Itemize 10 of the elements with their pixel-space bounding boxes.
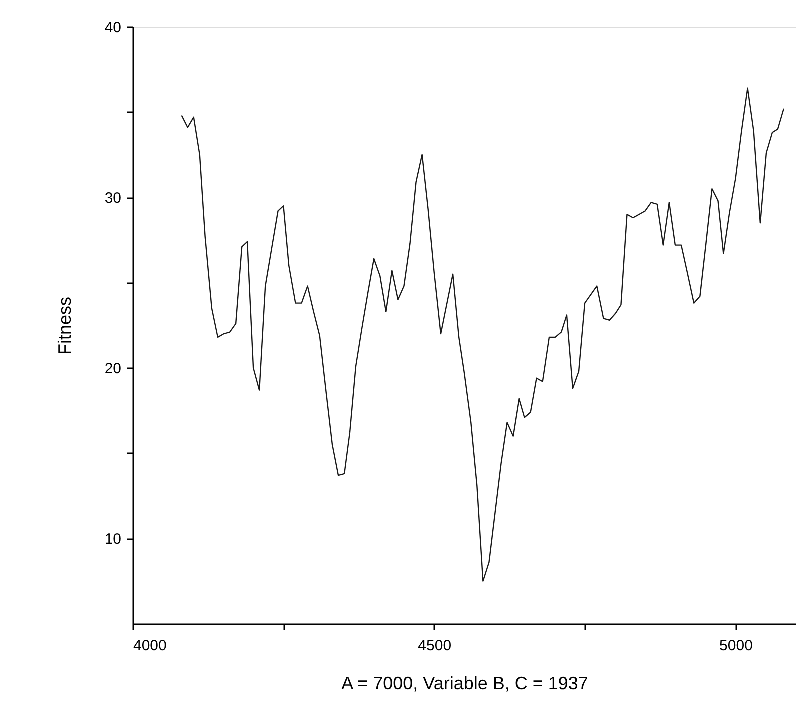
y-tick-label: 40	[104, 20, 122, 36]
x-tick-label: 4500	[418, 638, 452, 654]
y-tick-label: 10	[104, 531, 122, 548]
x-axis-title: A = 7000, Variable B, C = 1937	[342, 674, 588, 694]
y-tick-label: 30	[104, 190, 122, 208]
line-series	[181, 88, 785, 582]
y-axis-title: Fitness	[54, 296, 75, 356]
x-tick-label: 5000	[720, 638, 753, 654]
y-tick-label: 20	[104, 360, 122, 378]
x-tick-label: 4000	[134, 638, 167, 654]
